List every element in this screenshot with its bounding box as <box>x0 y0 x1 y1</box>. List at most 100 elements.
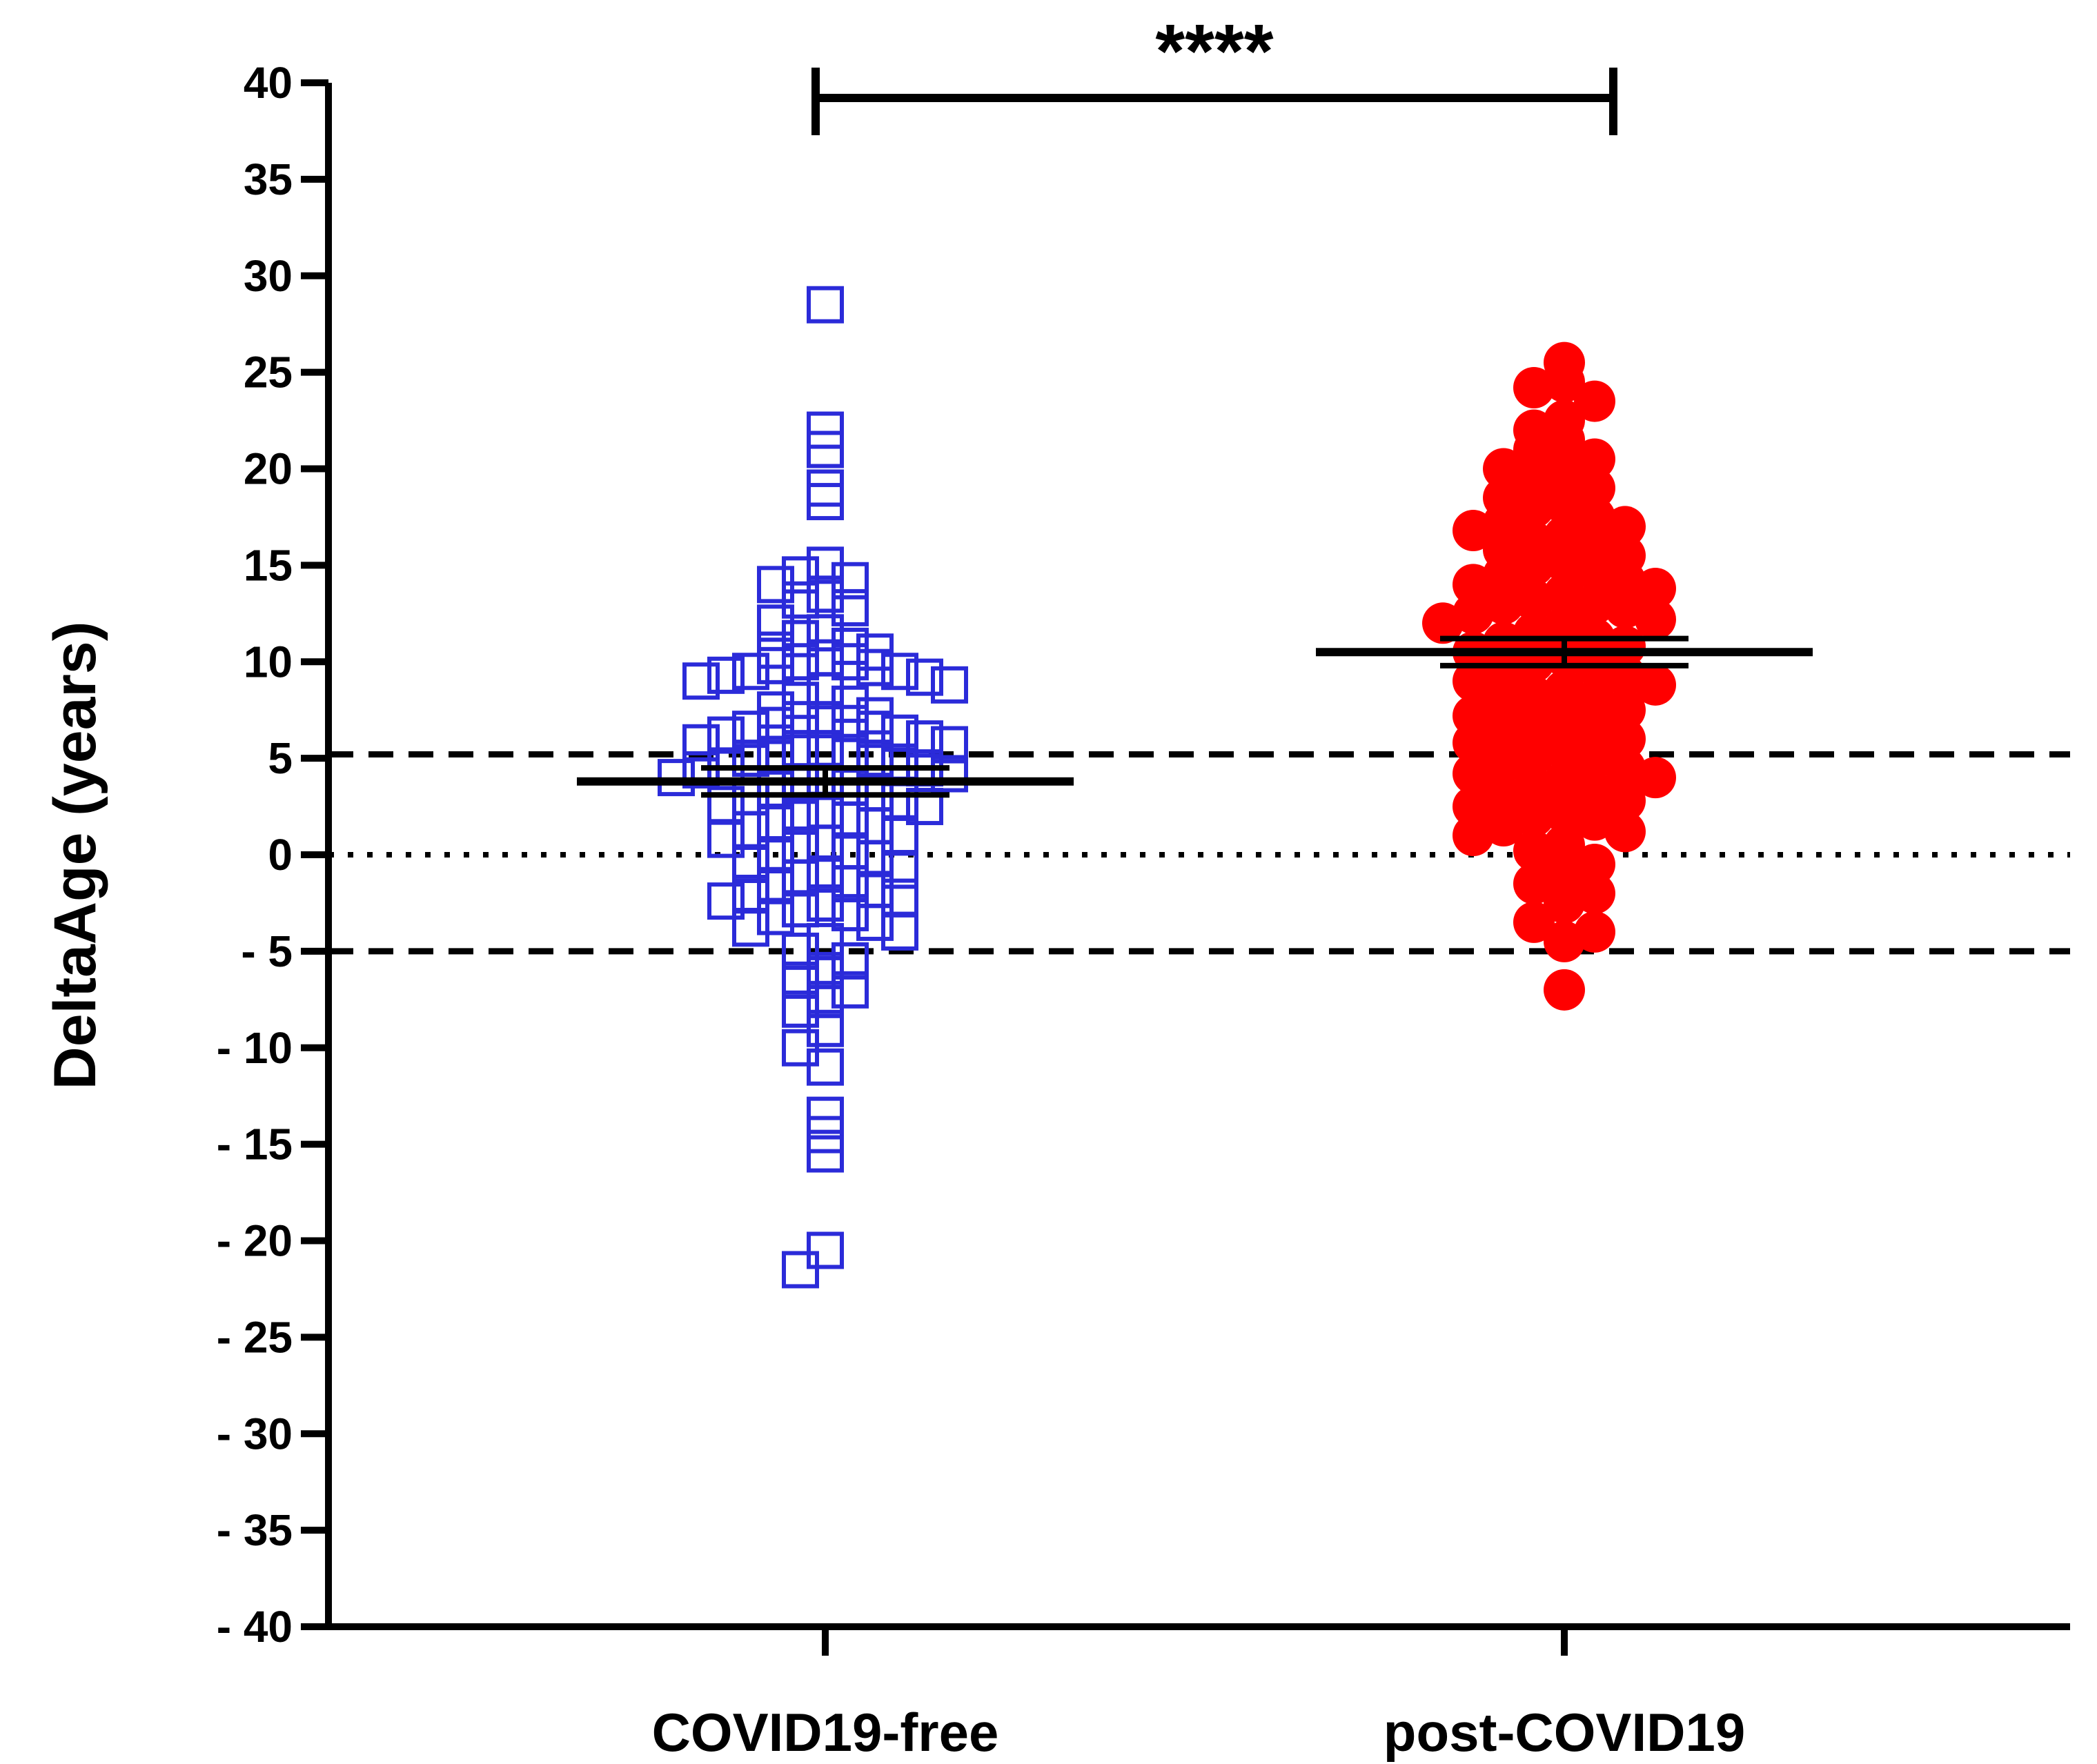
y-tick-label: 15 <box>244 540 293 590</box>
data-point-circle <box>1422 602 1464 644</box>
data-point-square <box>757 706 794 744</box>
data-point-circle <box>1604 811 1646 853</box>
y-tick-label: - 20 <box>217 1216 293 1266</box>
data-point-square <box>682 724 720 762</box>
data-point-square <box>807 1135 844 1173</box>
y-tick-label: - 35 <box>217 1505 293 1555</box>
y-tick-label: 0 <box>268 830 293 880</box>
data-point-circle <box>1453 786 1494 828</box>
data-point-square <box>732 909 769 947</box>
data-point-square <box>707 820 745 858</box>
data-point-circle <box>1513 862 1555 904</box>
data-point-square <box>906 788 943 826</box>
data-point-circle <box>1604 689 1646 731</box>
data-point-circle <box>1513 367 1555 409</box>
data-point-circle <box>1453 660 1494 702</box>
data-point-square <box>682 662 720 700</box>
data-point-circle <box>1604 506 1646 548</box>
data-point-square <box>707 716 745 754</box>
data-point-circle <box>1574 583 1615 625</box>
data-point-square <box>856 840 894 878</box>
data-point-square <box>782 701 819 739</box>
x-ticks: COVID19-free post-COVID19 <box>652 1627 1745 1763</box>
data-point-circle <box>1604 718 1646 760</box>
data-point-square <box>807 430 844 468</box>
y-tick-label: 10 <box>244 637 293 686</box>
data-point-square <box>931 755 968 793</box>
data-point-square <box>807 1231 844 1269</box>
data-point-circle <box>1604 780 1646 822</box>
data-point-square <box>831 832 869 870</box>
data-point-square <box>807 980 844 1018</box>
data-point-circle <box>1453 722 1494 764</box>
data-point-circle <box>1513 457 1555 499</box>
data-point-square <box>807 701 844 739</box>
data-point-circle <box>1635 567 1676 609</box>
data-point-circle <box>1513 901 1555 943</box>
data-points <box>658 286 1676 1289</box>
data-point-circle <box>1635 664 1676 706</box>
data-point-square <box>732 845 769 883</box>
y-tick-label: 5 <box>268 733 293 783</box>
data-point-square <box>807 922 844 960</box>
y-tick-label: - 5 <box>241 926 293 976</box>
data-point-square <box>807 884 844 922</box>
data-point-square <box>757 866 794 904</box>
data-point-square <box>831 562 869 599</box>
data-point-square <box>856 648 894 686</box>
data-point-circle <box>1635 757 1676 799</box>
data-point-square <box>906 658 943 696</box>
data-point-square <box>856 903 894 941</box>
data-point-square <box>807 614 844 652</box>
data-point-square <box>782 932 819 970</box>
mean-sem-bars <box>577 635 1813 798</box>
data-point-circle <box>1453 564 1494 606</box>
data-point-square <box>707 656 745 694</box>
y-tick-label: - 30 <box>217 1409 293 1458</box>
data-point-circle <box>1453 753 1494 795</box>
data-point-square <box>807 483 844 521</box>
y-tick-label: - 10 <box>217 1023 293 1073</box>
data-point-square <box>732 711 769 749</box>
data-point-square <box>782 556 819 594</box>
data-point-circle <box>1513 579 1555 621</box>
data-point-square <box>831 971 869 1009</box>
data-point-square <box>807 1116 844 1153</box>
data-point-square <box>881 653 918 691</box>
data-point-square <box>807 575 844 613</box>
data-point-square <box>831 942 869 980</box>
data-point-square <box>881 913 918 951</box>
y-tick-label: 30 <box>244 251 293 301</box>
y-tick-label: - 40 <box>217 1602 293 1652</box>
data-point-square <box>807 951 844 989</box>
data-point-square <box>782 890 819 928</box>
data-point-circle <box>1513 830 1555 872</box>
data-point-square <box>831 801 869 839</box>
data-point-square <box>807 855 844 893</box>
data-point-square <box>831 864 869 902</box>
y-tick-label: - 25 <box>217 1312 293 1362</box>
data-point-square <box>782 1251 819 1289</box>
x-tick-label: post-COVID19 <box>1384 1702 1745 1763</box>
data-point-circle <box>1544 969 1585 1011</box>
data-point-square <box>782 990 819 1028</box>
y-tick-label: 40 <box>244 58 293 108</box>
data-point-square <box>757 646 794 684</box>
data-point-square <box>757 836 794 873</box>
data-point-square <box>807 1096 844 1134</box>
y-tick-label: 35 <box>244 155 293 204</box>
data-point-square <box>782 1029 819 1067</box>
y-tick-label: 20 <box>244 444 293 494</box>
data-point-square <box>807 1009 844 1047</box>
reference-lines <box>328 751 2070 955</box>
data-point-square <box>831 704 869 742</box>
data-point-square <box>732 740 769 777</box>
data-point-square <box>732 653 769 691</box>
y-ticks: 40 35 30 25 20 15 10 5 0 - 5 - 10 - 15 - 20 - 25 - 30 -… <box>217 58 328 1652</box>
data-point-square <box>881 851 918 889</box>
data-point-circle <box>1513 428 1555 470</box>
data-point-square <box>782 682 819 720</box>
data-point-circle <box>1544 920 1585 962</box>
